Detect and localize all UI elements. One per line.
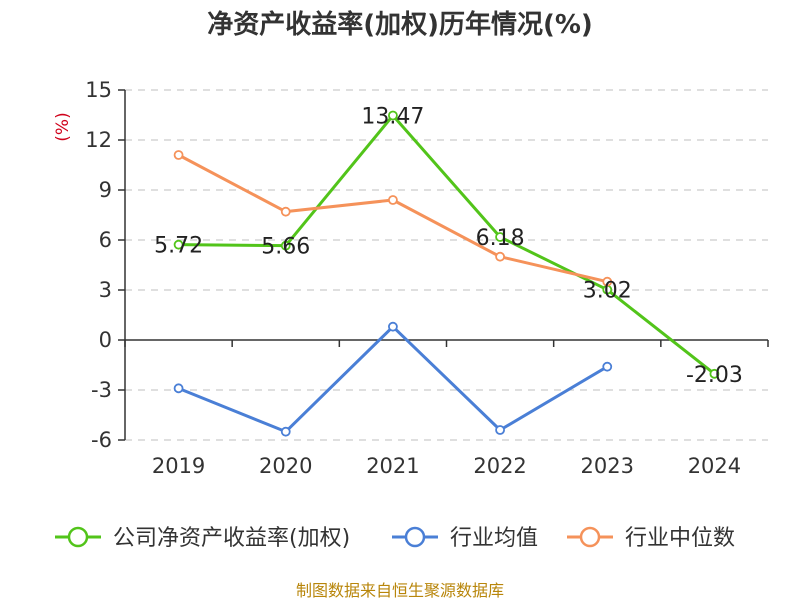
data-point (280, 426, 291, 437)
data-point (280, 206, 291, 217)
y-axis-label: (%) (53, 112, 73, 141)
data-point (495, 232, 505, 242)
x-tick-label: 2019 (152, 454, 205, 478)
series-line-1 (178, 325, 609, 434)
data-point (495, 251, 505, 262)
data-point (388, 110, 398, 121)
y-tick-label: 15 (85, 78, 112, 102)
legend-marker (579, 526, 601, 548)
data-label: -2.03 (686, 363, 743, 388)
data-point (388, 321, 398, 332)
data-label: 5.66 (261, 235, 310, 260)
data-point (495, 425, 505, 435)
x-tick-label: 2024 (688, 454, 741, 478)
x-tick-label: 2021 (366, 454, 419, 478)
y-tick-label: 12 (85, 128, 112, 152)
y-tick-label: -3 (91, 378, 112, 402)
data-point (709, 368, 720, 379)
source-note: 制图数据来自恒生聚源数据库 (296, 581, 504, 600)
data-point (602, 276, 613, 287)
gridlines (125, 89, 768, 441)
data-label: 5.72 (154, 234, 203, 259)
y-tick-label: -6 (91, 428, 112, 452)
axes: 15 12 9 6 3 0 -3 -6 2019 2020 2021 2022 2023 2024 (85, 78, 769, 478)
data-label: 6.18 (476, 226, 525, 251)
x-tick-label: 2023 (581, 454, 634, 478)
x-tick-label: 2022 (473, 454, 526, 478)
data-labels: 5.72 5.66 13.47 6.18 3.02 -2.03 (154, 105, 743, 388)
legend-marker (404, 526, 426, 548)
data-point (173, 150, 184, 160)
series-line-0 (178, 114, 716, 376)
data-point (173, 383, 184, 394)
y-tick-label: 3 (99, 278, 112, 302)
legend-label: 公司净资产收益率(加权) (113, 526, 350, 551)
legend: 公司净资产收益率(加权) 行业均值 行业中位数 (55, 526, 735, 551)
y-tick-label: 0 (99, 328, 112, 352)
data-point (173, 239, 184, 250)
data-label: 13.47 (361, 105, 424, 130)
series-lines (173, 110, 720, 437)
series-line-2 (177, 153, 608, 284)
data-point (602, 361, 613, 372)
data-label: 3.02 (583, 279, 632, 304)
data-point (388, 195, 398, 205)
y-tick-label: 9 (99, 178, 112, 202)
x-tick-label: 2020 (259, 454, 312, 478)
data-point (280, 240, 291, 251)
legend-label: 行业中位数 (625, 526, 735, 551)
legend-marker (67, 526, 89, 548)
chart-title: 净资产收益率(加权)历年情况(%) (207, 9, 593, 40)
legend-label: 行业均值 (450, 526, 538, 551)
y-tick-label: 6 (99, 228, 112, 252)
